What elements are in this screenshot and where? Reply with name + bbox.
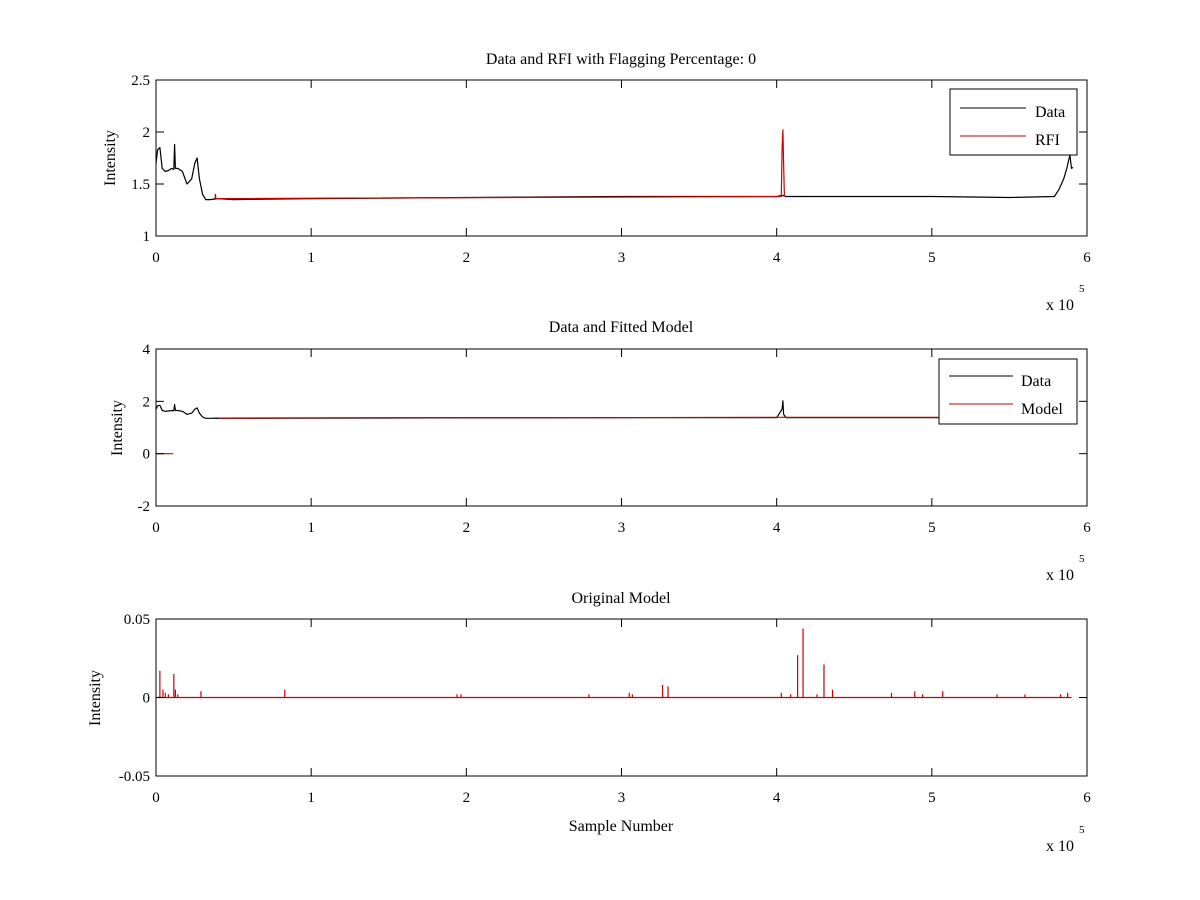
panel-original-model-ytick-label-0: -0.05 bbox=[119, 769, 150, 785]
panel-model-fit-yticks: -2 0 2 4 bbox=[138, 342, 1087, 515]
panel-model-fit-legend-data-label: Data bbox=[1021, 373, 1051, 390]
panel-model-fit-xtick-label-3: 3 bbox=[618, 520, 626, 536]
panel-original-model-xtick-label-0: 0 bbox=[152, 790, 160, 806]
panel-rfi-xticks: 0 1 2 3 4 5 6 bbox=[152, 80, 1091, 266]
panel-original-model-ytick-label-2: 0.05 bbox=[124, 612, 150, 628]
panel-rfi-xtick-label-4: 4 bbox=[773, 250, 781, 266]
panel-rfi-legend-box bbox=[949, 88, 1078, 156]
panel-original-model-xtick-label-4: 4 bbox=[773, 790, 781, 806]
panel-rfi-xtick-label-3: 3 bbox=[618, 250, 626, 266]
panel-original-model-yticks: -0.05 0 0.05 bbox=[119, 612, 1087, 785]
panel-original-model-x-exponent-power: 5 bbox=[1079, 824, 1085, 836]
panel-original-model-xlabel: Sample Number bbox=[569, 818, 674, 835]
panel-model-fit-ytick-label-0: -2 bbox=[138, 499, 151, 515]
panel-model-fit-xtick-label-0: 0 bbox=[152, 520, 160, 536]
panel-rfi-xtick-label-1: 1 bbox=[307, 250, 315, 266]
panel-rfi-ytick-label-3: 2.5 bbox=[131, 73, 150, 89]
panel-model-fit-title: Data and Fitted Model bbox=[549, 319, 694, 336]
panel-original-model-xtick-label-5: 5 bbox=[928, 790, 936, 806]
panel-model-fit-ytick-label-1: 0 bbox=[143, 447, 151, 463]
panel-model-fit-xtick-label-2: 2 bbox=[463, 520, 471, 536]
panel-model-fit-legend-box bbox=[938, 358, 1078, 425]
panel-model-fit-series-model-segment-1 bbox=[218, 416, 940, 419]
panel-rfi-yticks: 1 1.5 2 2.5 bbox=[131, 73, 1087, 245]
panel-model-fit-xtick-label-6: 6 bbox=[1083, 520, 1091, 536]
panel-original-model-x-exponent: x 10 bbox=[1046, 838, 1074, 855]
panel-model-fit-xticks: 0 1 2 3 4 5 6 bbox=[152, 349, 1091, 536]
panel-model-fit-xtick-label-1: 1 bbox=[307, 520, 315, 536]
panel-original-model-xtick-label-1: 1 bbox=[307, 790, 315, 806]
panel-rfi-ylabel: Intensity bbox=[102, 130, 119, 186]
panel-rfi-xtick-label-6: 6 bbox=[1083, 250, 1091, 266]
panel-original-model-xtick-label-2: 2 bbox=[463, 790, 471, 806]
panel-rfi-x-exponent-power: 5 bbox=[1079, 283, 1085, 295]
panel-original-model-series-group bbox=[156, 628, 1072, 699]
panel-rfi-legend-data-label: Data bbox=[1035, 104, 1065, 121]
panel-model-fit-ytick-label-3: 4 bbox=[143, 342, 151, 358]
panel-model-fit-series-data-line bbox=[156, 400, 940, 419]
panel-rfi: Data and RFI with Flagging Percentage: 0… bbox=[102, 51, 1091, 314]
panel-model-fit-ytick-label-2: 2 bbox=[143, 394, 151, 410]
panel-rfi-series-group bbox=[156, 129, 1074, 201]
panel-original-model-xtick-label-6: 6 bbox=[1083, 790, 1091, 806]
panel-rfi-ytick-label-0: 1 bbox=[143, 229, 151, 245]
panel-original-model-ylabel: Intensity bbox=[87, 670, 104, 726]
panel-original-model-xtick-label-3: 3 bbox=[618, 790, 626, 806]
panel-model-fit-ylabel: Intensity bbox=[109, 400, 126, 456]
panel-rfi-series-rfi-line bbox=[214, 129, 785, 200]
panel-model-fit-xtick-label-5: 5 bbox=[928, 520, 936, 536]
panel-model-fit-xtick-label-4: 4 bbox=[773, 520, 781, 536]
panel-rfi-xtick-label-0: 0 bbox=[152, 250, 160, 266]
panel-rfi-legend-rfi-label: RFI bbox=[1035, 132, 1060, 149]
panel-model-fit-legend-model-label: Model bbox=[1021, 401, 1063, 418]
panel-model-fit-x-exponent-power: 5 bbox=[1079, 553, 1085, 565]
panel-model-fit-legend: Data Model bbox=[938, 358, 1078, 425]
panel-model-fit-x-exponent: x 10 bbox=[1046, 567, 1074, 584]
panel-original-model-ytick-label-1: 0 bbox=[143, 691, 151, 707]
panel-rfi-xtick-label-2: 2 bbox=[463, 250, 471, 266]
panel-rfi-legend: Data RFI bbox=[949, 88, 1078, 156]
panel-rfi-xtick-label-5: 5 bbox=[928, 250, 936, 266]
panel-rfi-ytick-label-1: 1.5 bbox=[131, 177, 150, 193]
panel-original-model-title: Original Model bbox=[571, 590, 671, 607]
panel-rfi-x-exponent: x 10 bbox=[1046, 297, 1074, 314]
panel-rfi-ytick-label-2: 2 bbox=[143, 125, 151, 141]
panel-original-model-xticks: 0 1 2 3 4 5 6 bbox=[152, 619, 1091, 806]
panel-rfi-title: Data and RFI with Flagging Percentage: 0 bbox=[486, 51, 756, 68]
panel-rfi-series-data-line bbox=[156, 143, 1074, 201]
